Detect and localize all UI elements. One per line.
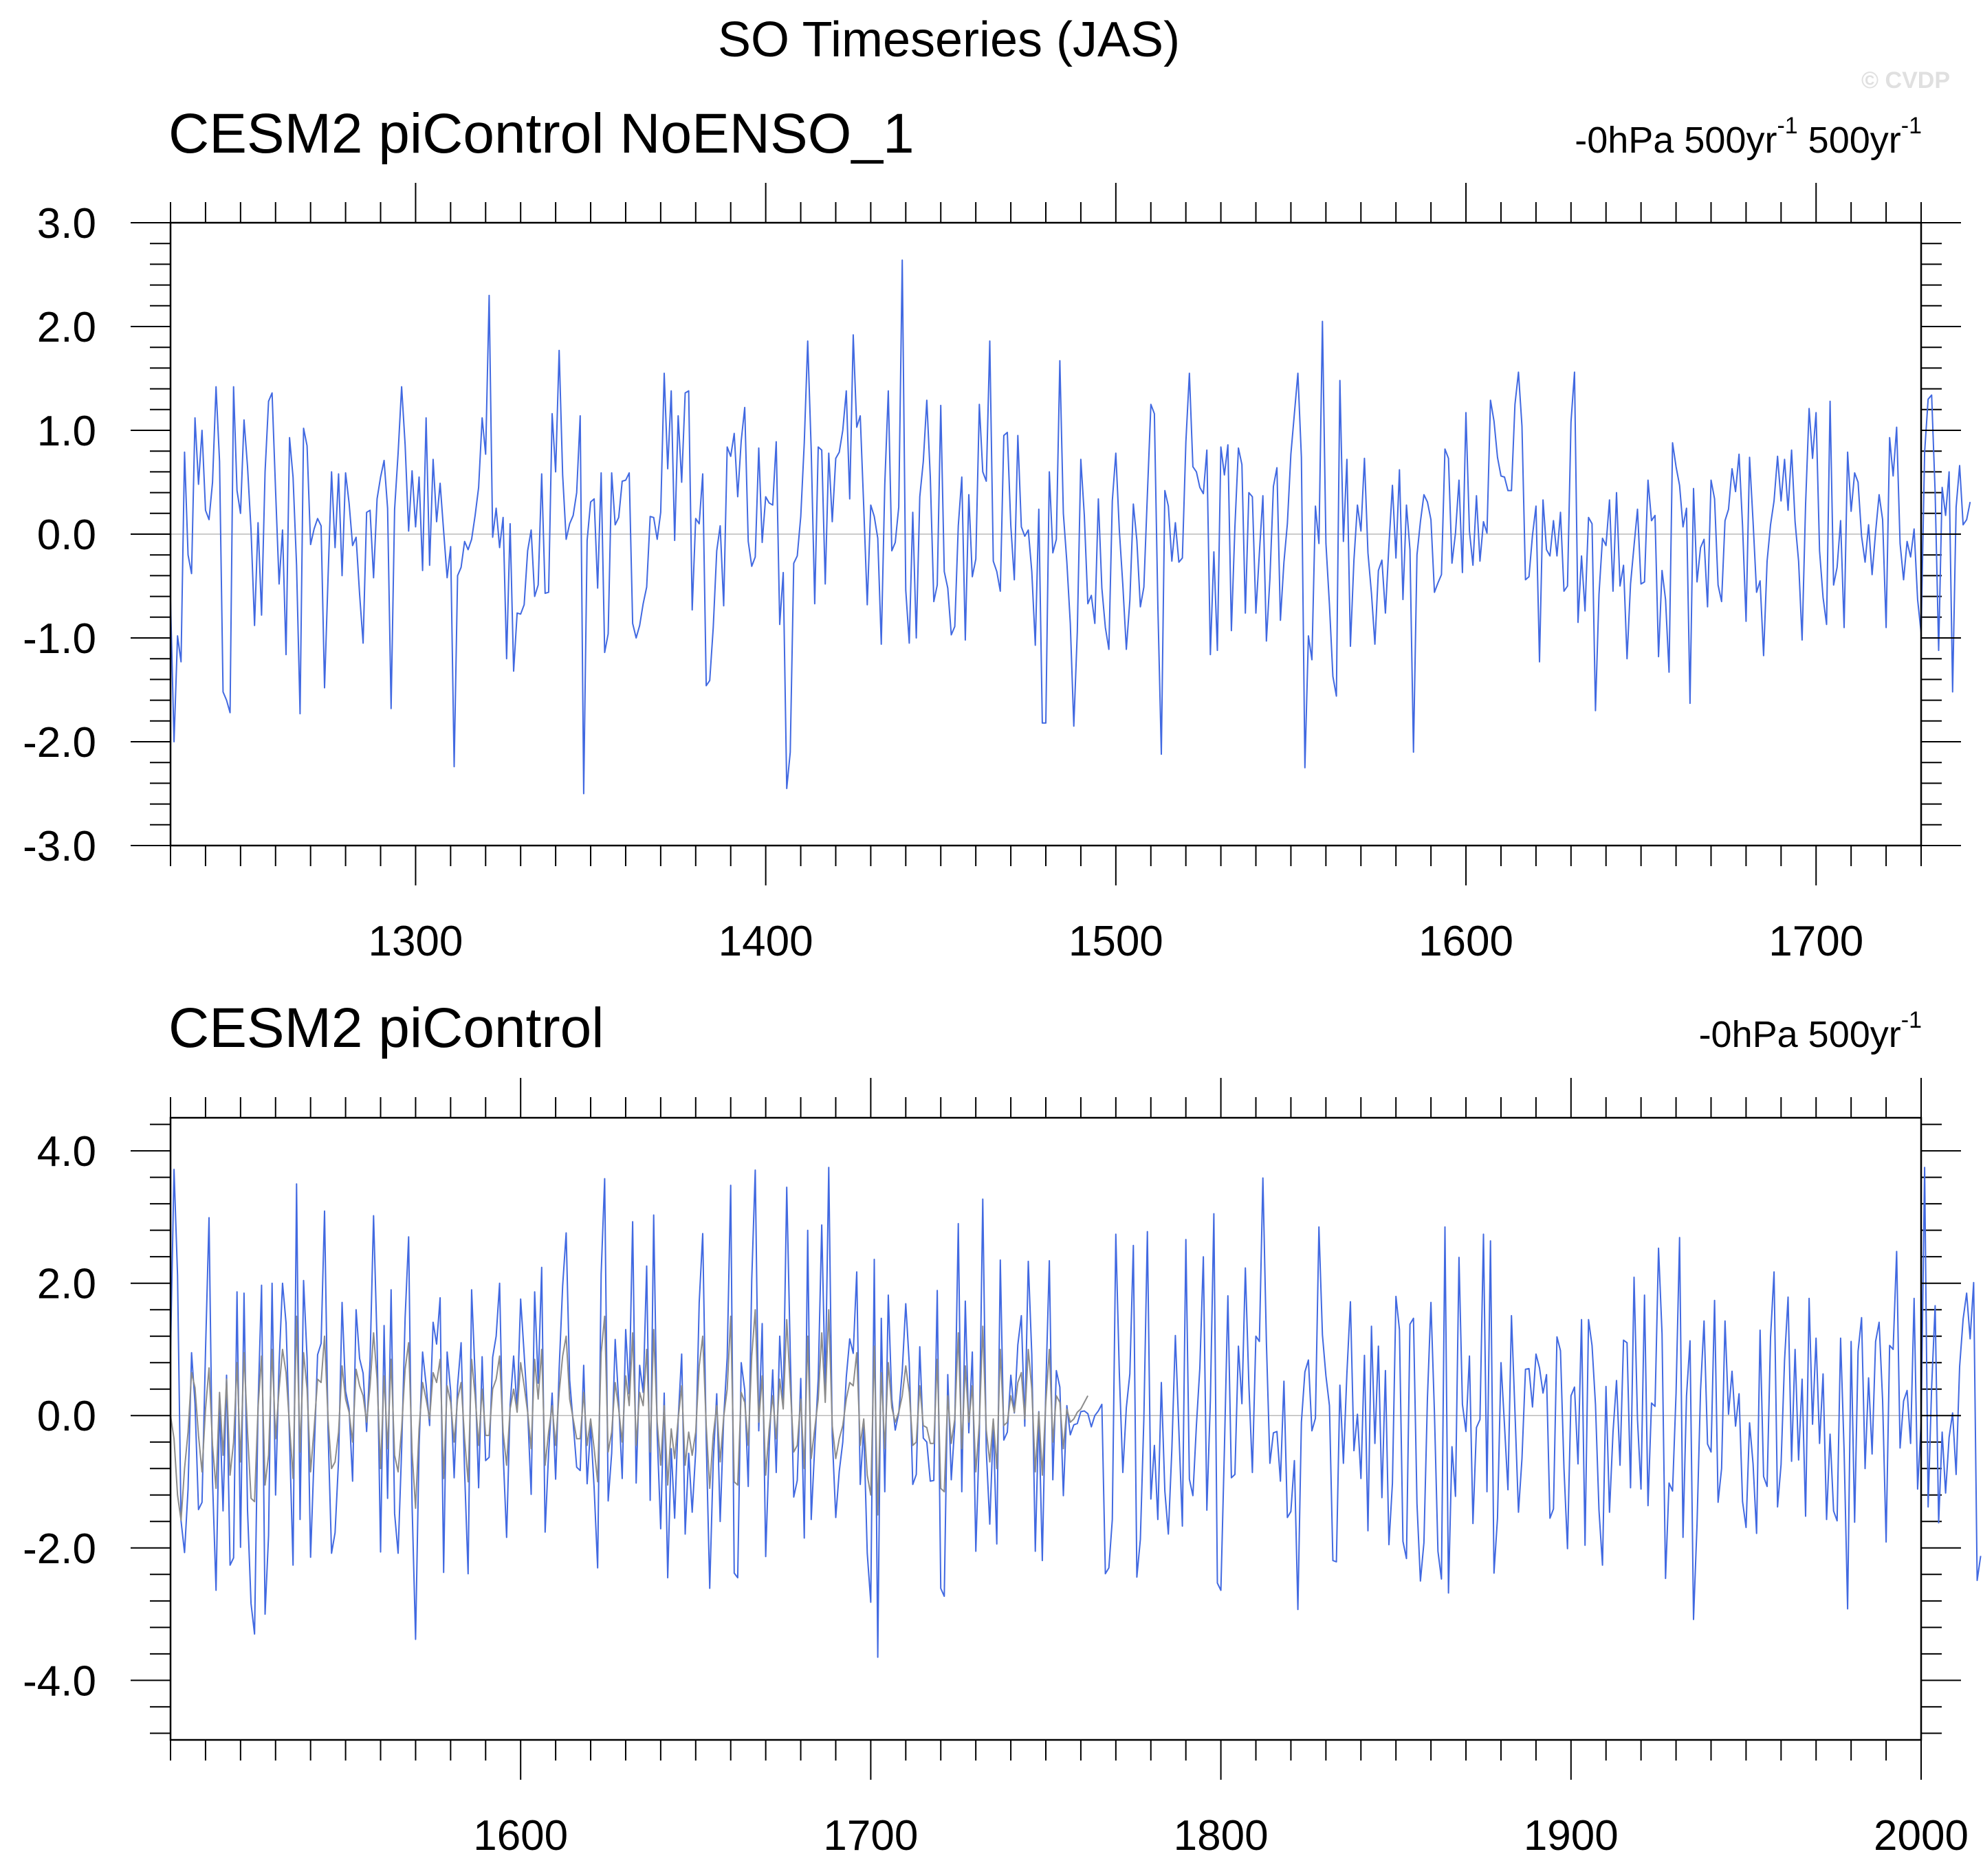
panel-top-right-label: -0hPa 500yr-1 500yr-1: [1575, 113, 1922, 161]
panel-top-title: CESM2 piControl NoENSO_1: [168, 102, 914, 165]
y-tick-label: -4.0: [23, 1657, 96, 1705]
x-tick-label: 1600: [1418, 918, 1513, 965]
panel-top-minor-ticks: [150, 202, 1942, 866]
panel-top-y-ticks: -3.0 -2.0 -1.0 0.0 1.0 2.0 3.0: [23, 200, 1961, 870]
x-tick-label: 1500: [1069, 918, 1163, 965]
overlay-series-line: [170, 1309, 1088, 1521]
y-tick-label: -2.0: [23, 1525, 96, 1573]
y-tick-label: 0.0: [37, 1393, 96, 1440]
x-tick-label: 1700: [1768, 918, 1863, 965]
y-tick-label: 2.0: [37, 1261, 96, 1308]
panel-bottom-x-ticks: 1600 1700 1800 1900 2000: [473, 1078, 1969, 1860]
panel-bottom-y-ticks: -4.0 -2.0 0.0 2.0 4.0: [23, 1128, 1961, 1705]
x-tick-label: 1300: [368, 918, 463, 965]
series-line: [170, 1167, 1982, 1658]
series-line: [170, 259, 1971, 795]
panel-bottom-title: CESM2 piControl: [168, 997, 604, 1059]
y-tick-label: 0.0: [37, 511, 96, 559]
y-tick-label: -2.0: [23, 719, 96, 766]
panel-bottom-minor-ticks: [150, 1097, 1942, 1761]
panel-top-x-ticks: 1300 1400 1500 1600 1700: [368, 183, 1863, 965]
y-tick-label: 2.0: [37, 304, 96, 351]
panel-bottom-frame: [169, 1116, 1922, 1741]
credit-watermark: © CVDP: [1861, 67, 1950, 93]
x-tick-label: 1800: [1174, 1812, 1269, 1860]
y-tick-label: 4.0: [37, 1128, 96, 1176]
y-tick-label: -1.0: [23, 615, 96, 663]
y-tick-label: 1.0: [37, 408, 96, 455]
x-tick-label: 1400: [719, 918, 813, 965]
y-tick-label: -3.0: [23, 823, 96, 870]
panel-bottom-right-label: -0hPa 500yr-1: [1699, 1007, 1922, 1055]
x-tick-label: 1700: [823, 1812, 918, 1860]
panel-bottom: CESM2 piControl -0hPa 500yr-1 1600 1700 18…: [23, 997, 1982, 1860]
panel-bottom-series: [170, 1167, 1982, 1658]
panel-top: CESM2 piControl NoENSO_1 -0hPa 500yr-1 5…: [23, 102, 1971, 965]
x-tick-label: 2000: [1874, 1812, 1969, 1860]
x-tick-label: 1600: [473, 1812, 568, 1860]
x-tick-label: 1900: [1524, 1812, 1619, 1860]
y-tick-label: 3.0: [37, 200, 96, 247]
figure-title: SO Timeseries (JAS): [718, 12, 1180, 67]
panel-top-series: [170, 259, 1971, 795]
